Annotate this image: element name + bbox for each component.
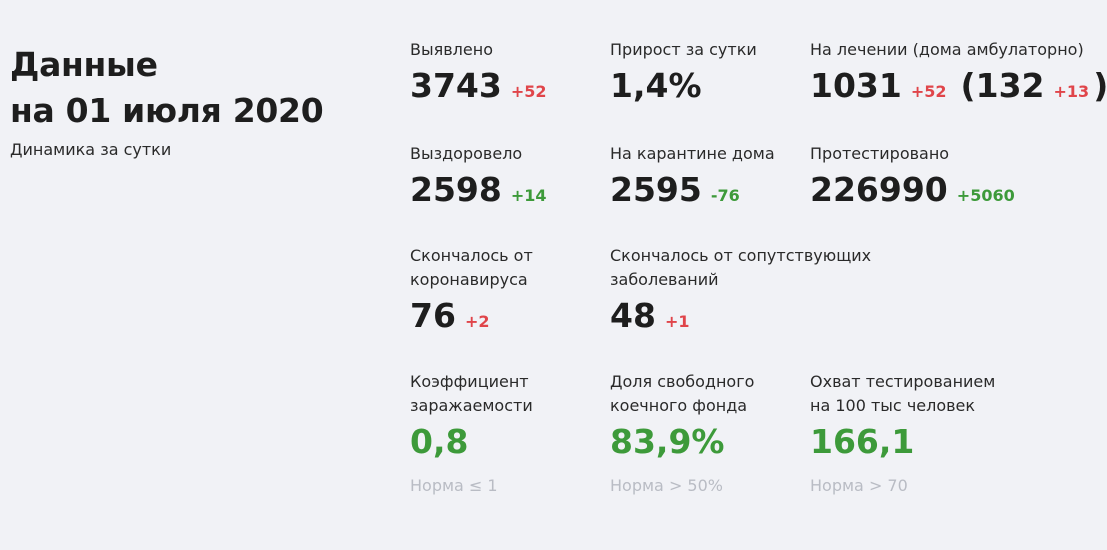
stat-value: 83,9% [610, 422, 725, 461]
stat-value-row: 1,4% [610, 66, 900, 106]
stat-in-treatment: На лечении (дома амбулаторно) 1031 +52 (… [810, 38, 1107, 106]
stat-delta: +5060 [956, 186, 1015, 205]
stat-value-row: 3743 +52 [410, 66, 700, 106]
stat-recovered: Выздоровело 2598 +14 [410, 142, 700, 210]
stat-label-line2: коечного фонда [610, 396, 748, 415]
stat-value-row: 76 +2 [410, 296, 700, 336]
stat-value: 48 [610, 296, 656, 335]
stat-value-row: 83,9% [610, 422, 900, 462]
stat-value-row: 2595 -76 [610, 170, 900, 210]
stat-value-row: 0,8 [410, 422, 700, 462]
stat-delta: +1 [664, 312, 690, 331]
stat-label-line2: заболеваний [610, 270, 719, 289]
stat-delta: +52 [510, 82, 547, 101]
stat-died-comorbid: Скончалось от сопутствующих заболеваний … [610, 244, 910, 336]
stat-value: 1031 [810, 66, 902, 105]
close-paren: ) [1093, 66, 1107, 105]
stat-label-line2: коронавируса [410, 270, 528, 289]
home-treatment-value: 132 [975, 66, 1045, 105]
open-paren: ( [960, 66, 976, 105]
stat-value: 2598 [410, 170, 502, 209]
stat-infection-rate: Коэффициент заражаемости 0,8 Норма ≤ 1 [410, 370, 700, 495]
stat-delta: -76 [710, 186, 740, 205]
stat-label-line1: Скончалось от сопутствующих [610, 246, 872, 265]
stat-label: Прирост за сутки [610, 40, 757, 59]
stat-free-beds: Доля свободного коечного фонда 83,9% Нор… [610, 370, 900, 495]
stat-value: 3743 [410, 66, 502, 105]
stat-label: На карантине дома [610, 144, 775, 163]
stat-value-row: 166,1 [810, 422, 1100, 462]
stat-label: Выздоровело [410, 144, 523, 163]
stat-norm: Норма ≤ 1 [410, 476, 498, 495]
page-title-date: на 01 июля 2020 [10, 91, 324, 130]
stat-daily-growth: Прирост за сутки 1,4% [610, 38, 900, 106]
stat-norm: Норма > 70 [810, 476, 908, 495]
stat-label-line2: на 100 тыс человек [810, 396, 976, 415]
stat-norm: Норма > 50% [610, 476, 723, 495]
stat-value-row: 2598 +14 [410, 170, 700, 210]
stat-label-line1: Скончалось от [410, 246, 533, 265]
stat-value: 0,8 [410, 422, 469, 461]
stat-value: 76 [410, 296, 456, 335]
stat-home-quarantine: На карантине дома 2595 -76 [610, 142, 900, 210]
stat-value-row: 48 +1 [610, 296, 910, 336]
stat-label-line2: заражаемости [410, 396, 533, 415]
stat-value: 226990 [810, 170, 948, 209]
stat-label: Протестировано [810, 144, 950, 163]
stat-label: На лечении (дома амбулаторно) [810, 40, 1084, 59]
home-treatment-delta: +13 [1053, 82, 1090, 101]
stat-value-row: 226990 +5060 [810, 170, 1100, 210]
stat-died-covid: Скончалось от коронавируса 76 +2 [410, 244, 700, 336]
header-block: Данные на 01 июля 2020 Динамика за сутки [10, 42, 390, 159]
stat-value: 1,4% [610, 66, 702, 105]
page-subtitle: Динамика за сутки [10, 140, 172, 159]
stat-detected: Выявлено 3743 +52 [410, 38, 700, 106]
page-title-line1: Данные [10, 45, 158, 84]
stat-testing-coverage: Охват тестированием на 100 тыс человек 1… [810, 370, 1100, 495]
stat-label-line1: Коэффициент [410, 372, 529, 391]
stat-value: 2595 [610, 170, 702, 209]
stat-delta: +52 [910, 82, 947, 101]
stat-label-line1: Охват тестированием [810, 372, 996, 391]
stat-label: Выявлено [410, 40, 493, 59]
stat-value-row: 1031 +52 ( 132 +13 ) [810, 66, 1107, 106]
stat-value: 166,1 [810, 422, 915, 461]
stat-delta: +2 [464, 312, 490, 331]
stat-tested: Протестировано 226990 +5060 [810, 142, 1100, 210]
stat-label-line1: Доля свободного [610, 372, 755, 391]
stat-delta: +14 [510, 186, 547, 205]
